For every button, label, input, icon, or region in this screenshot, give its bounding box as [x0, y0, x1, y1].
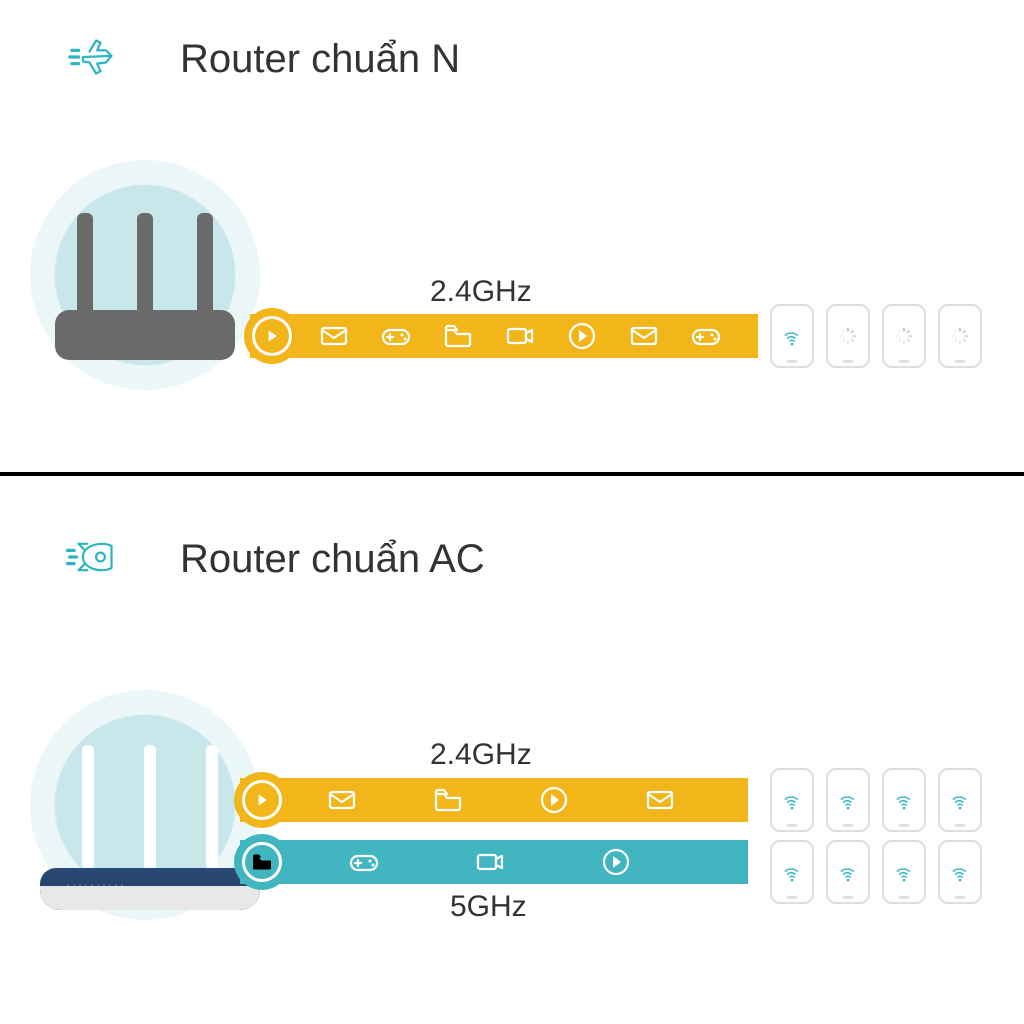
device-phone — [770, 304, 814, 368]
device-phone — [938, 840, 982, 904]
panel-router-n: Router chuẩn N 2.4GHz — [0, 0, 1024, 472]
mail-icon — [318, 783, 366, 817]
mail-icon — [620, 319, 668, 353]
band-label-n-24: 2.4GHz — [430, 275, 532, 309]
folder-icon — [424, 783, 472, 817]
device-phone — [882, 840, 926, 904]
band-ac-5 — [240, 840, 780, 884]
router-ac-icon — [40, 740, 260, 910]
band-icons-ac-24 — [290, 783, 684, 817]
device-phone — [938, 768, 982, 832]
gamepad-icon — [340, 845, 388, 879]
camera-icon — [496, 319, 544, 353]
device-phone — [882, 768, 926, 832]
devices-n — [770, 304, 982, 368]
band-start-icon — [244, 308, 300, 364]
airplane-icon — [50, 35, 140, 84]
device-phone — [770, 768, 814, 832]
device-phone — [826, 768, 870, 832]
device-phone — [826, 304, 870, 368]
band-start-icon — [234, 834, 290, 890]
panel-divider — [0, 472, 1024, 476]
mail-icon — [310, 319, 358, 353]
band-label-ac-5: 5GHz — [450, 890, 527, 924]
band-ac-24 — [240, 778, 780, 822]
band-start-icon — [234, 772, 290, 828]
title-ac: Router chuẩn AC — [180, 537, 485, 582]
title-n: Router chuẩn N — [180, 37, 460, 82]
band-icons-ac-5 — [290, 845, 640, 879]
header-ac: Router chuẩn AC — [50, 535, 485, 584]
device-phone — [770, 840, 814, 904]
device-phone — [826, 840, 870, 904]
panel-router-ac: Router chuẩn AC 2.4GHz 5GHz — [0, 480, 1024, 1024]
header-n: Router chuẩn N — [50, 35, 460, 84]
play-icon — [530, 783, 578, 817]
mail-icon — [636, 783, 684, 817]
rocket-icon — [50, 535, 140, 584]
band-label-ac-24: 2.4GHz — [430, 738, 532, 772]
play-icon — [592, 845, 640, 879]
gamepad-icon — [682, 319, 730, 353]
device-phone — [938, 304, 982, 368]
device-phone — [882, 304, 926, 368]
band-icons-n-24 — [300, 319, 730, 353]
folder-icon — [434, 319, 482, 353]
play-icon — [558, 319, 606, 353]
devices-ac-row1 — [770, 768, 982, 832]
devices-ac-row2 — [770, 840, 982, 904]
router-n-icon — [55, 200, 235, 360]
camera-icon — [466, 845, 514, 879]
band-n-24 — [250, 314, 790, 358]
gamepad-icon — [372, 319, 420, 353]
